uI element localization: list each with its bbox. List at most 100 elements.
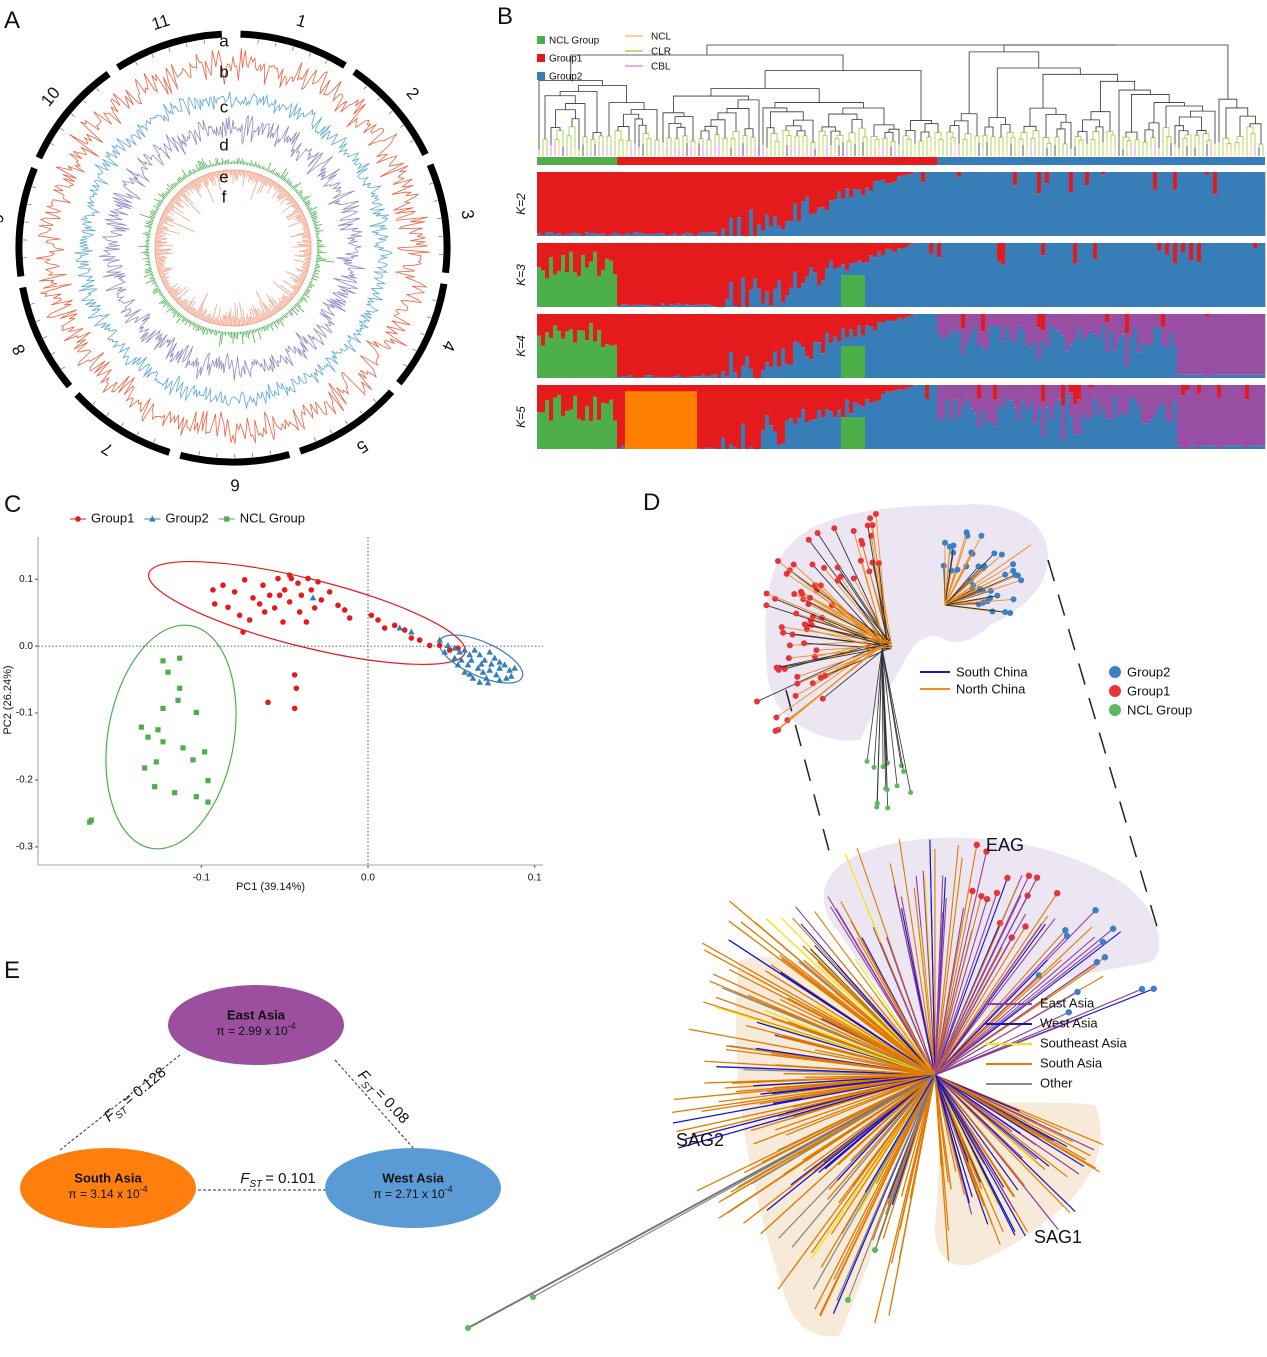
spike-track (193, 180, 200, 190)
branch (878, 563, 889, 649)
ancestry-segment (889, 319, 894, 378)
branch (830, 948, 936, 1076)
spike-track (259, 175, 263, 181)
ancestry-segment (593, 233, 598, 236)
tip (987, 594, 994, 601)
spike-track (176, 178, 181, 183)
branch (840, 901, 936, 1076)
spike-track (307, 285, 312, 289)
chromosome-tick (403, 363, 407, 367)
spike-track (309, 281, 312, 284)
spike-track (197, 160, 202, 171)
spike-track (192, 180, 200, 193)
spike-track (148, 229, 151, 231)
ancestry-segment (1237, 385, 1242, 446)
ancestry-segment (845, 314, 850, 338)
branch (944, 545, 954, 606)
ancestry-segment (673, 305, 678, 307)
ancestry-segment (561, 243, 566, 255)
spike-track (245, 330, 248, 338)
spike-track (196, 169, 198, 173)
x-tick-label: 0.0 (361, 873, 375, 884)
ancestry-segment (1001, 406, 1006, 449)
ancestry-segment (949, 243, 954, 307)
tip (1062, 927, 1069, 934)
ancestry-segment (873, 243, 878, 258)
spike-track (294, 206, 300, 210)
ancestry-segment (817, 409, 822, 449)
legend-dot (1109, 685, 1121, 697)
ancestry-segment (901, 389, 906, 449)
branch (765, 918, 936, 1076)
spike-track (303, 224, 308, 227)
ancestry-segment (1105, 385, 1110, 419)
ancestry-segment (1205, 172, 1210, 175)
chromosome-tick (409, 140, 414, 143)
dendro-branch (1162, 127, 1170, 150)
ancestry-segment (1113, 314, 1118, 351)
ancestry-segment (749, 209, 754, 236)
branch (833, 528, 888, 642)
point (153, 759, 159, 765)
spike-track (187, 183, 192, 190)
ancestry-segment (1221, 243, 1226, 307)
ancestry-segment (1029, 347, 1034, 378)
ancestry-segment (805, 385, 810, 423)
ancestry-segment (1025, 314, 1030, 345)
spike-track (157, 265, 166, 269)
ancestry-segment (1061, 314, 1066, 336)
ancestry-segment (1025, 385, 1030, 411)
spike-track (140, 213, 155, 220)
ancestry-segment (1065, 243, 1070, 307)
branch (851, 1074, 936, 1187)
ancestry-segment (865, 385, 870, 400)
branch (934, 988, 1143, 1076)
ancestry-segment (1233, 374, 1238, 378)
ancestry-segment (857, 275, 862, 307)
spike-track (304, 199, 310, 204)
spike-track (184, 319, 189, 326)
spike-track (168, 288, 175, 294)
pi-exponent: -4 (288, 1021, 296, 1031)
tip (940, 562, 947, 569)
ancestry-segment (993, 314, 998, 327)
legend-label: Group2 (165, 510, 208, 525)
ancestry-segment (873, 172, 878, 182)
ancestry-segment (905, 385, 910, 388)
chromosome-tick (420, 332, 425, 336)
track-label: b (219, 62, 228, 81)
ancestry-segment (1101, 174, 1106, 236)
ancestry-segment (1125, 414, 1130, 449)
spike-track (291, 185, 294, 188)
ancestry-segment (961, 243, 966, 307)
branch (934, 947, 1003, 1076)
dendro-branch (1077, 131, 1088, 144)
ancestry-segment (1001, 264, 1006, 307)
ancestry-segment (1081, 385, 1086, 415)
ancestry-segment (949, 314, 954, 332)
ancestry-segment (1209, 385, 1214, 446)
spike-track (306, 206, 310, 209)
ancestry-segment (721, 228, 726, 236)
branch (775, 1074, 936, 1131)
ancestry-segment (909, 243, 914, 245)
ancestry-segment (717, 385, 722, 449)
spike-track (214, 163, 216, 166)
ancestry-segment (1105, 243, 1110, 307)
branch (817, 532, 891, 645)
ancestry-segment (761, 314, 766, 371)
spike-track (313, 221, 320, 224)
spike-track (242, 309, 246, 326)
chromosome-tick (433, 200, 438, 202)
ancestry-segment (741, 423, 746, 449)
ancestry-segment (1177, 172, 1182, 236)
spike-track (167, 190, 170, 194)
ancestry-segment (989, 172, 994, 236)
spike-track (193, 322, 196, 326)
ancestry-segment (793, 423, 798, 449)
spike-track (178, 176, 183, 182)
point (503, 674, 510, 681)
chromosome-tick (71, 113, 75, 117)
spike-track (242, 331, 245, 337)
ancestry-segment (665, 314, 670, 378)
